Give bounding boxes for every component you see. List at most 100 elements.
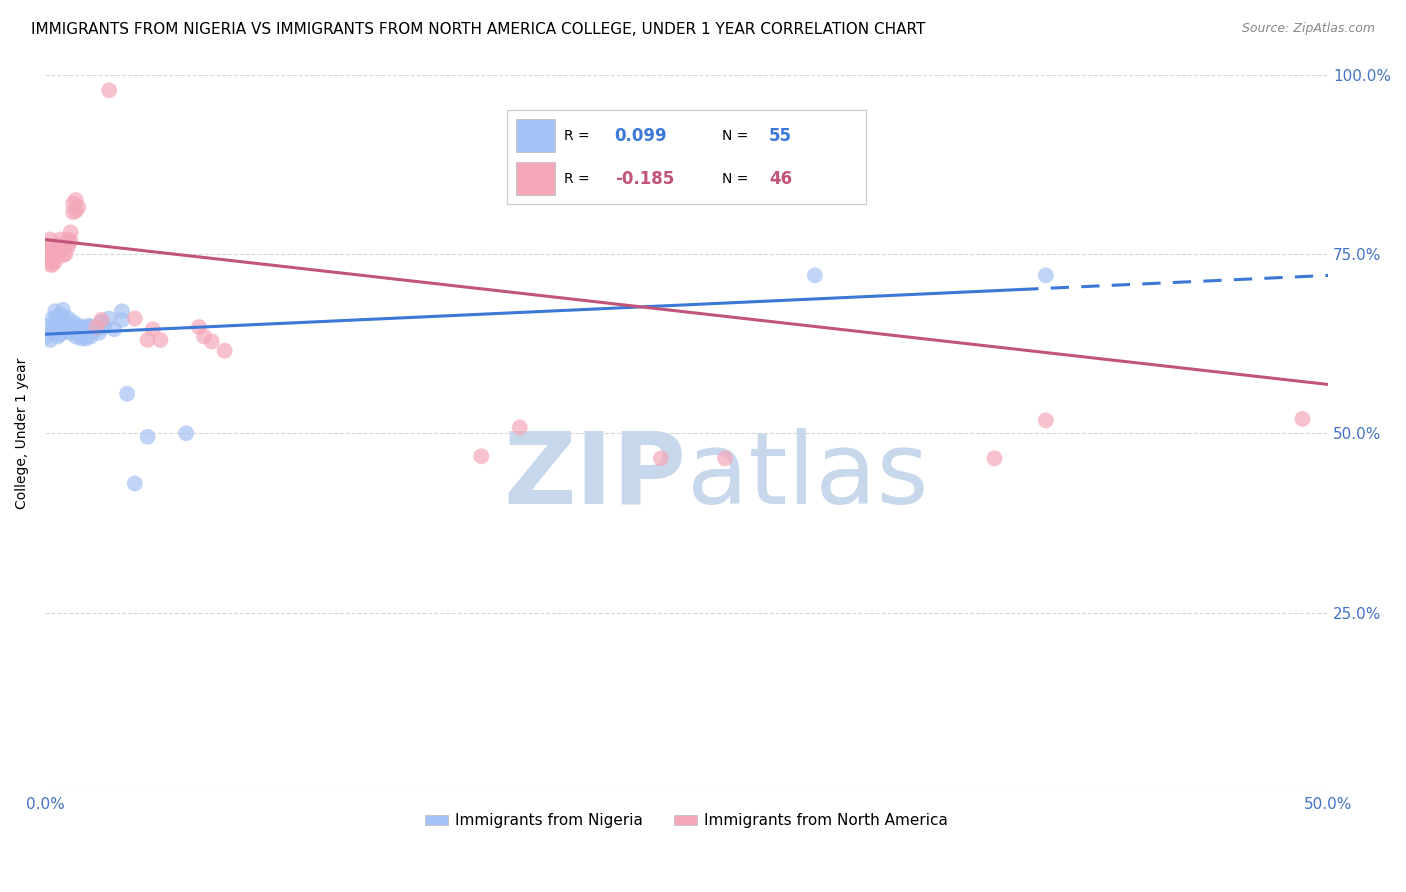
Point [470,449,492,463]
Point [39,247,62,261]
Point [67,327,90,342]
Point [44,326,66,340]
Point [62,315,84,329]
Point [55,315,77,329]
Point [80,320,103,334]
Point [55,324,77,338]
Point [90,315,112,329]
Point [37,254,59,268]
Point [1035,413,1057,427]
Point [49,317,72,331]
Point [72,320,94,334]
Point [62,205,84,219]
Point [56,233,79,247]
Point [49,327,72,342]
Point [201,334,224,349]
Point [59,317,82,331]
Point [65,193,87,207]
Point [59,225,82,239]
Point [98,311,121,326]
Point [124,476,146,491]
Point [136,430,159,444]
Point [39,333,62,347]
Point [39,233,62,247]
Point [804,268,827,283]
Point [52,248,75,262]
Point [49,233,72,247]
Point [87,326,110,340]
Point [55,240,77,254]
Point [98,83,121,97]
Point [650,451,672,466]
Point [52,311,75,326]
Point [103,322,125,336]
Point [62,324,84,338]
Point [52,302,75,317]
Point [77,327,100,342]
Point [37,329,59,343]
Point [136,333,159,347]
Point [41,322,63,336]
Point [214,343,236,358]
Point [124,311,146,326]
Point [39,258,62,272]
Text: Source: ZipAtlas.com: Source: ZipAtlas.com [1241,22,1375,36]
Point [193,329,215,343]
Point [52,322,75,336]
Point [188,320,211,334]
Point [149,333,172,347]
Point [62,196,84,211]
Point [39,318,62,333]
Point [115,386,138,401]
Point [59,326,82,340]
Point [44,254,66,268]
Point [46,238,69,252]
Point [49,244,72,258]
Point [65,203,87,218]
Point [56,320,79,334]
Point [46,320,69,334]
Point [46,248,69,262]
Point [75,332,97,346]
Text: IMMIGRANTS FROM NIGERIA VS IMMIGRANTS FROM NORTH AMERICA COLLEGE, UNDER 1 YEAR C: IMMIGRANTS FROM NIGERIA VS IMMIGRANTS FR… [31,22,925,37]
Point [56,311,79,326]
Point [67,318,90,333]
Point [111,304,134,318]
Point [70,322,93,336]
Point [41,248,63,262]
Point [174,426,197,441]
Point [983,451,1005,466]
Point [142,322,165,336]
Point [56,240,79,254]
Point [44,244,66,258]
Point [44,304,66,318]
Point [67,200,90,214]
Point [65,329,87,343]
Point [37,240,59,254]
Point [1035,268,1057,283]
Y-axis label: College, Under 1 year: College, Under 1 year [15,358,30,509]
Point [1291,412,1313,426]
Text: atlas: atlas [686,428,928,524]
Point [72,329,94,343]
Point [46,329,69,343]
Point [509,420,531,434]
Text: ZIP: ZIP [503,428,686,524]
Point [52,238,75,252]
Point [80,329,103,343]
Point [83,324,105,338]
Point [84,322,107,336]
Point [714,451,737,466]
Point [41,258,63,272]
Point [41,311,63,326]
Point [49,308,72,322]
Point [55,247,77,261]
Point [70,332,93,346]
Legend: Immigrants from Nigeria, Immigrants from North America: Immigrants from Nigeria, Immigrants from… [419,807,955,835]
Point [111,313,134,327]
Point [75,322,97,336]
Point [77,318,100,333]
Point [84,320,107,334]
Point [46,311,69,326]
Point [41,240,63,254]
